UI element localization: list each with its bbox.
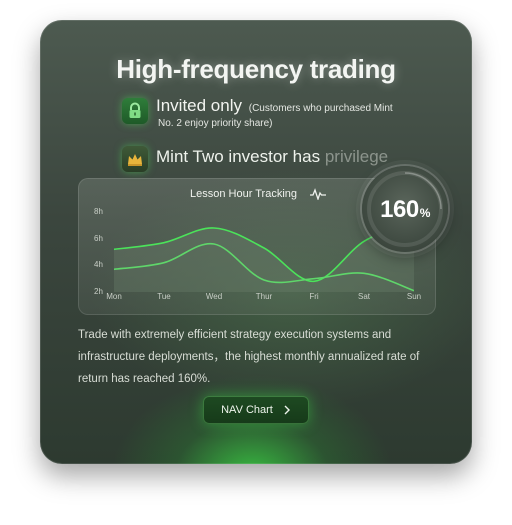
return-gauge: 160% [362, 166, 448, 252]
gauge-number: 160 [380, 196, 419, 223]
x-tick-label: Sun [406, 292, 422, 301]
y-tick-label: 6h [94, 233, 103, 243]
invite-label: Invited only [156, 96, 242, 115]
y-tick-label: 2h [94, 287, 103, 296]
x-tick-label: Tue [157, 292, 171, 301]
nav-chart-button[interactable]: NAV Chart [203, 396, 309, 424]
series-area-fill [114, 220, 414, 292]
gauge-ring-icon [367, 171, 443, 247]
crown-badge [122, 146, 148, 172]
card-title: High-frequency trading [116, 54, 396, 84]
y-tick-label: 4h [94, 260, 103, 270]
invite-note-line1: (Customers who purchased Mint [248, 103, 393, 114]
nav-chart-label: NAV Chart [221, 404, 273, 416]
series-line-2 [114, 242, 414, 292]
chevron-right-icon [284, 405, 290, 415]
privilege-text: Mint Two investor has privilege [156, 147, 388, 167]
gauge-value: 160% [362, 196, 448, 224]
series-line-1 [114, 219, 414, 283]
description-text: Trade with extremely efficient strategy … [78, 329, 420, 385]
invite-text: Invited only (Customers who purchased Mi… [156, 96, 393, 116]
x-tick-label: Fri [309, 292, 319, 301]
lock-badge [122, 98, 148, 124]
x-tick-label: Thur [255, 292, 273, 301]
gauge-unit: % [419, 206, 431, 220]
privilege-text-faded: privilege [324, 147, 389, 166]
invite-note-line2: No. 2 enjoy priority share) [158, 118, 273, 129]
lock-icon [129, 102, 141, 118]
privilege-text-main: Mint Two investor has [156, 147, 325, 166]
x-tick-label: Mon [106, 292, 122, 301]
crown-icon [128, 154, 142, 166]
x-tick-label: Wed [205, 292, 223, 301]
line-chart-plot [114, 219, 414, 292]
trading-card: High-frequency trading Invited only (Cus… [40, 20, 472, 464]
x-tick-label: Sat [357, 292, 371, 301]
chart-title: Lesson Hour Tracking [190, 188, 297, 200]
activity-pulse-icon [310, 188, 326, 200]
y-tick-label: 8h [94, 207, 103, 216]
